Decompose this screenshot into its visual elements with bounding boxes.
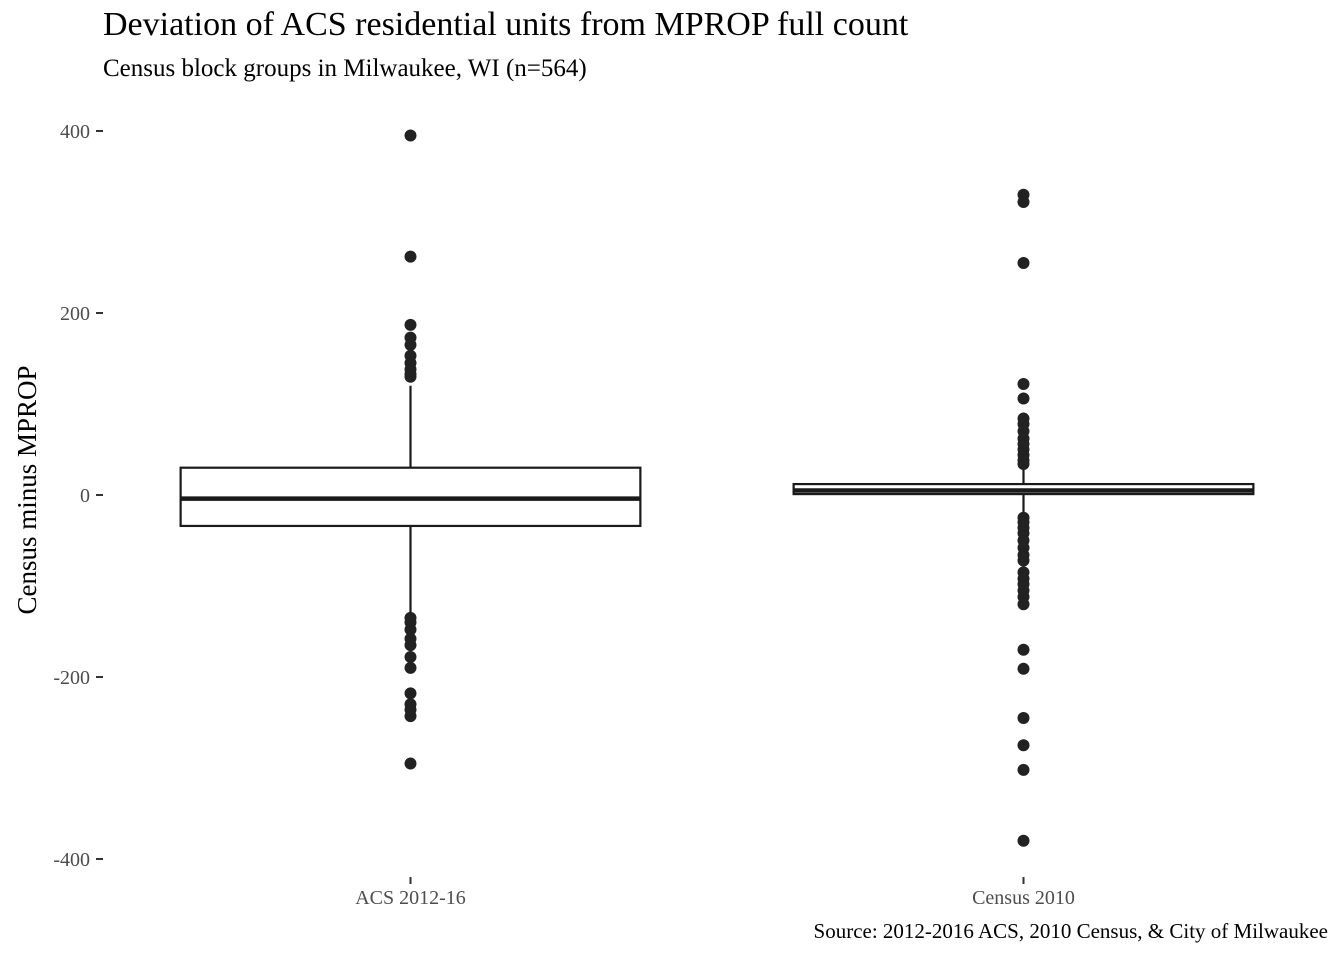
y-axis: 400 200 0 -200 -400 <box>53 121 103 871</box>
outlier-point <box>1017 458 1030 471</box>
outlier-point <box>404 318 417 331</box>
outlier-point <box>1017 834 1030 847</box>
outlier-point <box>1017 763 1030 776</box>
chart-caption: Source: 2012-2016 ACS, 2010 Census, & Ci… <box>813 919 1328 943</box>
outlier-point <box>1017 643 1030 656</box>
y-tick-label: 400 <box>60 121 90 143</box>
outlier-point <box>404 757 417 770</box>
x-tick-label: ACS 2012-16 <box>355 887 466 909</box>
x-tick-label: Census 2010 <box>972 887 1075 909</box>
outlier-point <box>1017 554 1030 567</box>
chart-subtitle: Census block groups in Milwaukee, WI (n=… <box>103 55 587 82</box>
box-group <box>792 188 1255 847</box>
outlier-point <box>404 370 417 383</box>
outlier-point <box>1017 256 1030 269</box>
outlier-point <box>1017 711 1030 724</box>
outlier-point <box>1017 739 1030 752</box>
outlier-point <box>404 623 417 636</box>
outlier-point <box>404 661 417 674</box>
box-group <box>179 129 642 770</box>
boxes <box>179 129 1255 847</box>
y-tick-label: -400 <box>53 849 90 871</box>
x-axis: ACS 2012-16 Census 2010 <box>355 877 1075 909</box>
chart-title: Deviation of ACS residential units from … <box>103 6 909 43</box>
outlier-point <box>1017 392 1030 405</box>
outlier-point <box>1017 377 1030 390</box>
outlier-point <box>1017 598 1030 611</box>
outlier-point <box>404 650 417 663</box>
outlier-point <box>404 338 417 351</box>
outlier-point <box>404 250 417 263</box>
outlier-point <box>404 639 417 652</box>
outlier-point <box>404 129 417 142</box>
outlier-point <box>1017 662 1030 675</box>
y-tick-label: -200 <box>53 667 90 689</box>
y-axis-title: Census minus MPROP <box>12 365 42 614</box>
outlier-point <box>1017 195 1030 208</box>
outlier-point <box>404 710 417 723</box>
outlier-point <box>404 687 417 700</box>
y-tick-label: 0 <box>80 485 90 507</box>
y-tick-label: 200 <box>60 303 90 325</box>
